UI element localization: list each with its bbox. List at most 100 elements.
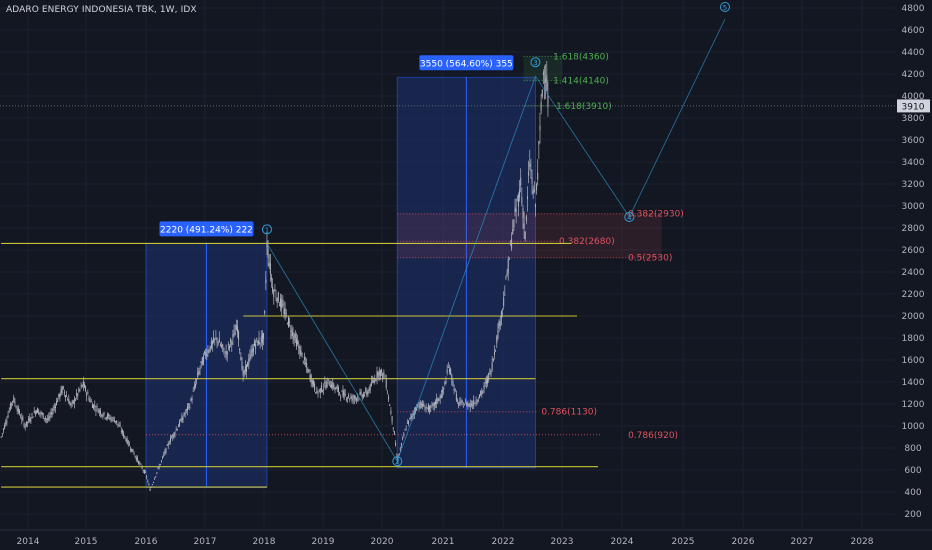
candle-body bbox=[32, 416, 34, 418]
candle-body bbox=[307, 368, 309, 373]
candle-body bbox=[71, 401, 73, 403]
candle-body bbox=[253, 341, 255, 346]
candle-body bbox=[267, 248, 269, 259]
y-tick-label: 2400 bbox=[902, 268, 925, 278]
candle-body bbox=[497, 330, 499, 339]
candle-body bbox=[361, 395, 363, 398]
candle-body bbox=[142, 470, 144, 471]
candle-body bbox=[2, 429, 4, 431]
candle-body bbox=[366, 391, 368, 395]
candle-body bbox=[425, 407, 427, 409]
candle-body bbox=[545, 78, 547, 83]
candle-body bbox=[381, 369, 383, 373]
candle-body bbox=[246, 364, 248, 372]
x-tick-label: 2018 bbox=[253, 537, 276, 547]
candle-body bbox=[187, 406, 189, 411]
candle-body bbox=[342, 390, 344, 396]
candle-body bbox=[197, 372, 199, 377]
candle-body bbox=[81, 384, 83, 387]
candle-body bbox=[519, 189, 521, 198]
candle-body bbox=[30, 419, 32, 421]
candle-body bbox=[33, 410, 35, 413]
candle-body bbox=[258, 337, 260, 344]
candle-body bbox=[288, 317, 290, 327]
fib-label: 0.382(2930) bbox=[628, 210, 684, 220]
candle-body bbox=[443, 387, 445, 390]
candle-body bbox=[214, 338, 216, 340]
x-axis[interactable]: 2014 2015 2016 2017 2018 2019 2020 2021 2022 2023… bbox=[0, 529, 932, 547]
candle-body bbox=[118, 424, 120, 427]
candle-body bbox=[472, 404, 474, 406]
candle-body bbox=[263, 333, 265, 339]
x-tick-label: 2017 bbox=[194, 537, 217, 547]
candle-body bbox=[102, 415, 104, 417]
candle-body bbox=[160, 460, 162, 462]
candle-body bbox=[1, 433, 3, 435]
x-tick-label: 2016 bbox=[135, 537, 158, 547]
candle-body bbox=[308, 369, 310, 371]
x-tick-label: 2023 bbox=[551, 537, 574, 547]
candle-body bbox=[445, 380, 447, 384]
candle-body bbox=[252, 347, 254, 353]
candle-body bbox=[31, 413, 33, 416]
candle-body bbox=[222, 344, 224, 348]
candle-body bbox=[268, 262, 270, 267]
candle-body bbox=[408, 420, 410, 425]
candle-body bbox=[278, 304, 280, 306]
candle-body bbox=[58, 393, 60, 398]
candle-body bbox=[105, 417, 107, 419]
candle-body bbox=[164, 451, 166, 454]
candle-body bbox=[264, 311, 266, 314]
elliott-path bbox=[266, 18, 726, 463]
candle-body bbox=[314, 383, 316, 390]
candle-body bbox=[9, 403, 11, 410]
candle-body bbox=[230, 338, 232, 342]
candle-body bbox=[251, 349, 253, 356]
candle-body bbox=[216, 338, 218, 342]
y-axis[interactable]: 200 400 600 800 1000 1200 1400 1600 1800 2000 2200… bbox=[895, 0, 932, 530]
y-tick-label: 3600 bbox=[902, 136, 925, 146]
candle-body bbox=[511, 239, 513, 249]
candle-body bbox=[80, 385, 82, 387]
candle-body bbox=[546, 74, 548, 91]
candle-body bbox=[28, 418, 30, 422]
candle-body bbox=[344, 393, 346, 396]
candle-body bbox=[499, 320, 501, 327]
candle-body bbox=[478, 394, 480, 398]
candle-body bbox=[62, 386, 64, 389]
candle-body bbox=[89, 399, 91, 402]
candle-body bbox=[325, 384, 327, 389]
candle-body bbox=[116, 420, 118, 423]
candle-body bbox=[154, 478, 156, 480]
candle-body bbox=[505, 276, 507, 279]
candle-body bbox=[190, 398, 192, 401]
candle-body bbox=[375, 379, 377, 381]
candle-body bbox=[191, 398, 193, 400]
x-tick-label: 2021 bbox=[432, 537, 455, 547]
candle-body bbox=[317, 392, 319, 395]
candle-body bbox=[141, 467, 143, 469]
candle-body bbox=[293, 336, 295, 341]
candle-body bbox=[335, 387, 337, 390]
candle-body bbox=[476, 401, 478, 403]
candle-body bbox=[406, 422, 408, 424]
candle-body bbox=[395, 442, 397, 446]
candle-body bbox=[6, 420, 8, 422]
candle-body bbox=[215, 336, 217, 338]
candle-body bbox=[168, 443, 170, 445]
candle-body bbox=[260, 336, 262, 343]
candle-body bbox=[341, 390, 343, 392]
candle-body bbox=[135, 457, 137, 460]
candle-body bbox=[209, 345, 211, 351]
candle-body bbox=[452, 381, 454, 386]
candle-body bbox=[270, 277, 272, 280]
candle-body bbox=[72, 400, 74, 404]
candle-body bbox=[117, 423, 119, 425]
candle-body bbox=[521, 197, 523, 204]
candle-body bbox=[412, 413, 414, 415]
candle-body bbox=[150, 487, 152, 488]
candle-body bbox=[524, 231, 526, 239]
candle-body bbox=[176, 428, 178, 430]
candle-body bbox=[352, 398, 354, 400]
